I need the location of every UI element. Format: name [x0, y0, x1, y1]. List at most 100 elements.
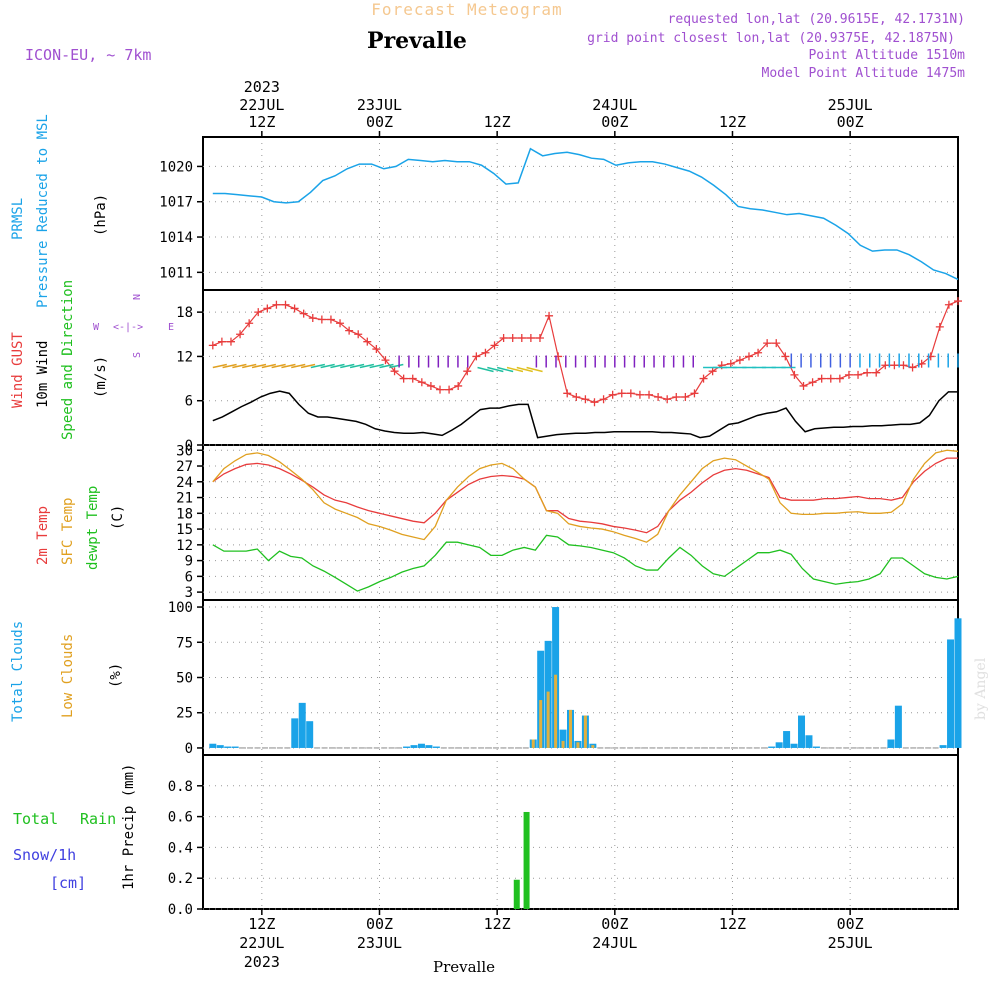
compass-w: W: [93, 322, 100, 333]
gust-marker: [363, 337, 372, 346]
pressure-axis-labels: PRMSL Pressure Reduced to MSL (hPa): [10, 114, 109, 308]
wind-direction-arrow: [232, 363, 247, 369]
temperature-ytick-label: 18: [176, 506, 193, 522]
bottom-hour-label: 12Z: [719, 915, 746, 933]
wind-ytick-label: 18: [176, 305, 193, 321]
low-cloud-bar: [531, 739, 535, 748]
wind-direction-arrow: [271, 363, 286, 369]
precip-panel-frame: [202, 754, 959, 910]
gust-marker: [272, 300, 281, 309]
wind-panel-frame: [202, 289, 959, 446]
total-cloud-bar: [209, 743, 217, 748]
gust-marker: [508, 333, 517, 342]
wind-direction-arrow: [349, 363, 365, 369]
clouds-ytick-label: 100: [168, 600, 193, 616]
gust-marker: [226, 337, 235, 346]
gridpoint-coords: grid point closest lon,lat (20.9375E, 42…: [587, 31, 955, 46]
gust-marker: [336, 319, 345, 328]
precip-ytick-label: 0.8: [168, 779, 193, 795]
gust-line: [212, 300, 959, 403]
compass-n: N: [132, 294, 143, 300]
total-cloud-bar: [425, 745, 433, 748]
gust-marker: [735, 356, 744, 365]
wind-speed-line: [212, 390, 958, 439]
wind-ytick-label: 0: [185, 438, 193, 454]
pressure-panel-frame: [202, 136, 959, 291]
wind-direction-arrow: [251, 363, 267, 369]
gust-marker: [708, 367, 717, 376]
precip-ytick-label: 0.4: [168, 840, 193, 856]
total-cloud-bar: [768, 746, 776, 748]
gust-marker: [426, 381, 435, 390]
gust-marker: [872, 368, 881, 377]
point-altitude: Point Altitude 1510m: [808, 48, 965, 63]
temperature-ytick-label: 30: [176, 443, 193, 459]
legend-rain: Rain: [80, 810, 116, 828]
watermark: by Angel: [973, 657, 989, 720]
total-cloud-bar: [559, 729, 567, 748]
wind-unit: (m/s): [93, 356, 109, 398]
bottom-hour-label: 00Z: [366, 915, 393, 933]
temp2m-label: 2m Temp: [35, 506, 51, 565]
total-cloud-bar: [790, 743, 798, 748]
pressure-ytick-label: 1017: [159, 195, 193, 211]
top-hour-label: 12Z: [719, 113, 746, 131]
bottom-date-label: 23JUL: [357, 934, 402, 952]
total-cloud-bar: [939, 745, 947, 748]
low-cloud-bar: [539, 700, 543, 748]
gust-marker: [463, 367, 472, 376]
gust-marker: [208, 341, 217, 350]
prmsl-label: PRMSL: [10, 198, 26, 240]
total-cloud-bar: [216, 745, 224, 748]
wind-direction-arrow: [369, 363, 384, 369]
low-cloud-bar: [561, 740, 565, 748]
wind-direction-arrow: [389, 363, 404, 369]
wind-direction-arrow: [281, 363, 296, 369]
total-cloud-bar: [775, 742, 783, 748]
model-altitude: Model Point Altitude 1475m: [762, 66, 966, 81]
total-cloud-bar: [231, 746, 239, 748]
pressure-ytick-label: 1011: [159, 265, 193, 281]
clouds-ytick-label: 75: [176, 635, 193, 651]
gust-marker: [599, 395, 608, 404]
temperature-ytick-label: 27: [176, 459, 193, 475]
temperature-ytick-label: 9: [185, 554, 193, 570]
legend-cm: [cm]: [50, 874, 86, 892]
gust-marker: [245, 319, 254, 328]
top-hour-label: 00Z: [601, 113, 628, 131]
top-date-label: 22JUL: [239, 96, 284, 114]
precip-ytick-label: 0.6: [168, 810, 193, 826]
compass-e: E: [168, 322, 174, 333]
pressure-msl-label: Pressure Reduced to MSL: [35, 114, 51, 308]
wind-direction-arrow: [300, 363, 316, 369]
gust-marker: [572, 393, 581, 402]
total-cloud-bar: [805, 735, 813, 748]
wind-speed-dir-label: Speed and Direction: [60, 280, 76, 440]
compass-rose: N S W E <-|->: [93, 294, 174, 358]
low-cloud-bar: [546, 691, 550, 748]
gust-marker: [345, 326, 354, 335]
clouds-ytick-label: 25: [176, 706, 193, 722]
wind-direction-arrow: [477, 366, 494, 373]
total-clouds-label: Total Clouds: [10, 621, 26, 722]
gust-marker: [645, 390, 654, 399]
wind-direction-arrow: [242, 363, 257, 369]
temp-unit: (C): [110, 505, 126, 530]
gust-marker: [417, 378, 426, 387]
gust-marker: [908, 363, 917, 372]
gust-marker: [954, 297, 962, 306]
footer-station: Prevalle: [433, 958, 495, 976]
precip-axis-labels: Total Rain Snow/1h [cm] 1hr Precip (mm): [13, 764, 137, 892]
requested-coords: requested lon,lat (20.9615E, 42.1731N): [668, 12, 965, 27]
gust-marker: [454, 381, 463, 390]
gust-marker: [626, 389, 635, 398]
wind-direction-arrow: [330, 363, 345, 369]
gust-marker: [935, 322, 944, 331]
gust-marker: [744, 352, 753, 361]
wind-gust-label: Wind GUST: [10, 332, 26, 408]
total-cloud-bar: [224, 746, 232, 748]
gust-marker: [581, 395, 590, 404]
gust-marker: [445, 385, 454, 394]
dewpt-label: dewpt Temp: [85, 486, 101, 570]
total-cloud-bar: [410, 745, 418, 748]
